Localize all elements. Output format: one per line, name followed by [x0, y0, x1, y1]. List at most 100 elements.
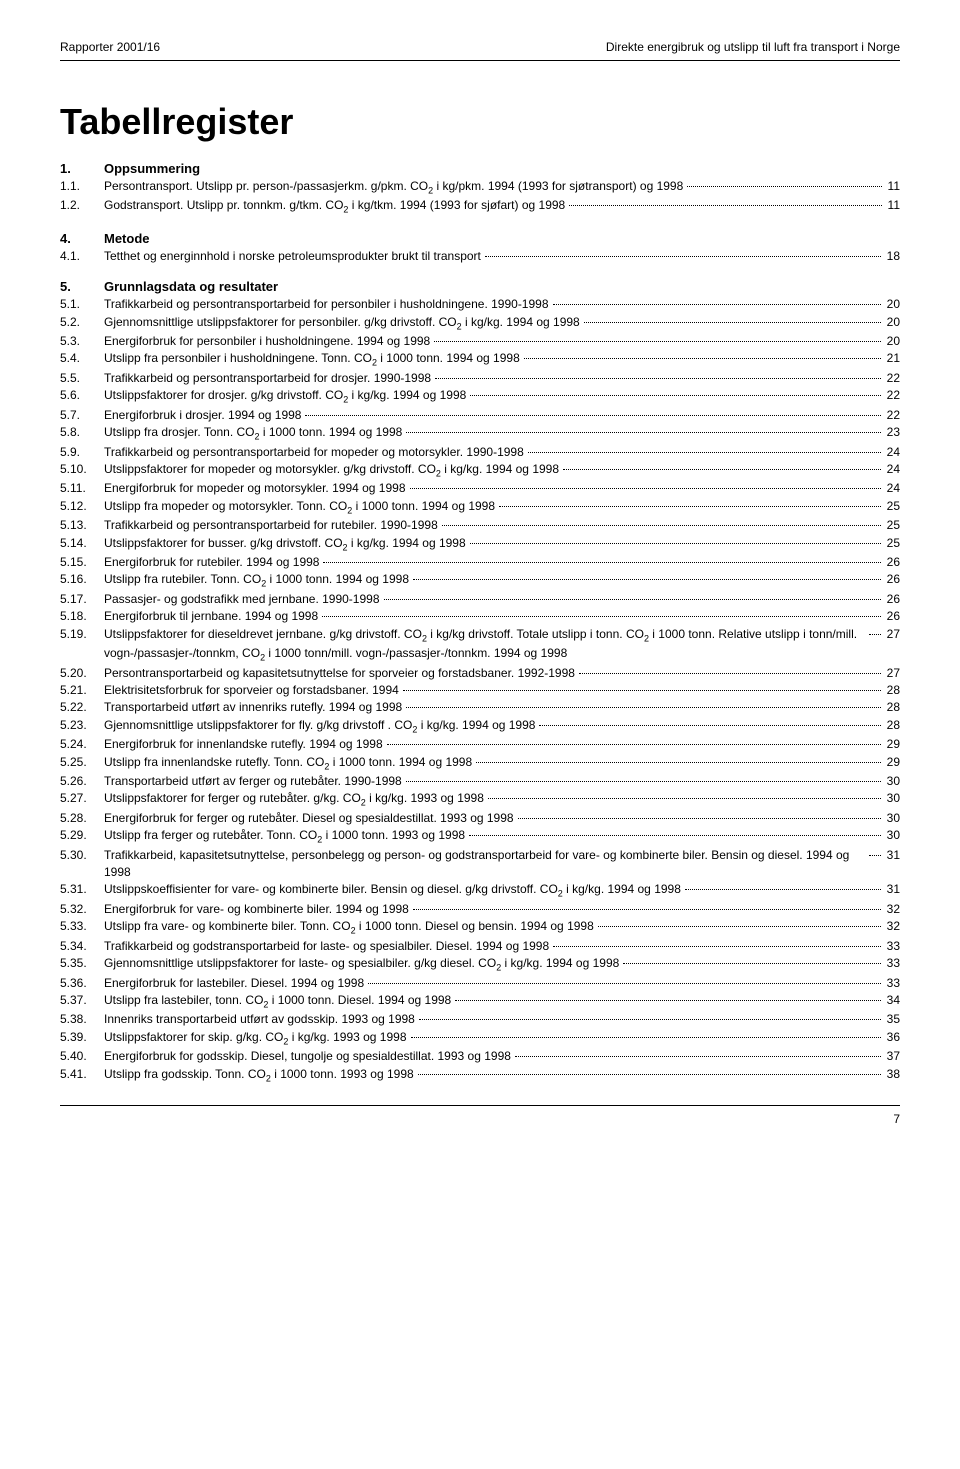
entry-page: 36	[885, 1029, 900, 1046]
entry-number: 5.6.	[60, 387, 104, 404]
leader-dots	[410, 488, 881, 489]
entry-page: 26	[885, 591, 900, 608]
entry-number: 5.19.	[60, 626, 104, 643]
leader-dots	[623, 963, 880, 964]
toc-entry: 1.1.Persontransport. Utslipp pr. person-…	[60, 178, 900, 197]
entry-body: Utslippsfaktorer for drosjer. g/kg drivs…	[104, 387, 900, 406]
entry-number: 4.1.	[60, 248, 104, 265]
entry-text: Utslipp fra lastebiler, tonn. CO2 i 1000…	[104, 992, 451, 1011]
entry-number: 5.39.	[60, 1029, 104, 1046]
entry-number: 5.15.	[60, 554, 104, 571]
entry-page: 26	[885, 571, 900, 588]
entry-text: Trafikkarbeid og persontransportarbeid f…	[104, 444, 524, 461]
entry-number: 5.16.	[60, 571, 104, 588]
leader-dots	[499, 506, 881, 507]
entry-text: Trafikkarbeid og persontransportarbeid f…	[104, 296, 549, 313]
leader-dots	[406, 432, 880, 433]
entry-text: Utslippsfaktorer for ferger og rutebåter…	[104, 790, 484, 809]
entry-page: 30	[885, 827, 900, 844]
toc-entry: 5.31.Utslippskoeffisienter for vare- og …	[60, 881, 900, 900]
toc-entry: 5.4.Utslipp fra personbiler i husholdnin…	[60, 350, 900, 369]
table-of-contents: 1.Oppsummering1.1.Persontransport. Utsli…	[60, 161, 900, 1085]
toc-entry: 1.2.Godstransport. Utslipp pr. tonnkm. g…	[60, 197, 900, 216]
entry-number: 5.23.	[60, 717, 104, 734]
entry-body: Energiforbruk for ferger og rutebåter. D…	[104, 810, 900, 827]
entry-number: 5.8.	[60, 424, 104, 441]
toc-entry: 5.2.Gjennomsnittlige utslippsfaktorer fo…	[60, 314, 900, 333]
leader-dots	[322, 616, 880, 617]
toc-entry: 5.19.Utslippsfaktorer for dieseldrevet j…	[60, 626, 900, 665]
leader-dots	[553, 946, 880, 947]
entry-page: 31	[885, 847, 900, 864]
entry-text: Transportarbeid utført av innenriks rute…	[104, 699, 402, 716]
entry-body: Utslippsfaktorer for skip. g/kg. CO2 i k…	[104, 1029, 900, 1048]
leader-dots	[413, 909, 881, 910]
entry-text: Trafikkarbeid, kapasitetsutnyttelse, per…	[104, 847, 865, 882]
toc-entry: 5.29.Utslipp fra ferger og rutebåter. To…	[60, 827, 900, 846]
entry-number: 5.12.	[60, 498, 104, 515]
entry-text: Gjennomsnittlige utslippsfaktorer for fl…	[104, 717, 535, 736]
entry-number: 5.1.	[60, 296, 104, 313]
entry-text: Energiforbruk i drosjer. 1994 og 1998	[104, 407, 301, 424]
entry-text: Transportarbeid utført av ferger og rute…	[104, 773, 402, 790]
entry-body: Utslipp fra drosjer. Tonn. CO2 i 1000 to…	[104, 424, 900, 443]
toc-entry: 5.24.Energiforbruk for innenlandske rute…	[60, 736, 900, 753]
leader-dots	[488, 798, 881, 799]
entry-text: Utslipp fra godsskip. Tonn. CO2 i 1000 t…	[104, 1066, 414, 1085]
entry-page: 33	[885, 975, 900, 992]
toc-entry: 5.9.Trafikkarbeid og persontransportarbe…	[60, 444, 900, 461]
leader-dots	[435, 378, 881, 379]
entry-number: 5.10.	[60, 461, 104, 478]
entry-page: 22	[885, 387, 900, 404]
entry-text: Utslipp fra vare- og kombinerte biler. T…	[104, 918, 594, 937]
leader-dots	[476, 762, 880, 763]
leader-dots	[518, 818, 881, 819]
section-title: Grunnlagsdata og resultater	[104, 279, 278, 294]
entry-body: Gjennomsnittlige utslippsfaktorer for la…	[104, 955, 900, 974]
toc-entry: 5.5.Trafikkarbeid og persontransportarbe…	[60, 370, 900, 387]
leader-dots	[411, 1037, 881, 1038]
toc-entry: 5.14.Utslippsfaktorer for busser. g/kg d…	[60, 535, 900, 554]
page-title: Tabellregister	[60, 101, 900, 143]
entry-page: 28	[885, 717, 900, 734]
leader-dots	[579, 673, 881, 674]
entry-text: Energiforbruk for lastebiler. Diesel. 19…	[104, 975, 364, 992]
toc-entry: 5.1.Trafikkarbeid og persontransportarbe…	[60, 296, 900, 313]
entry-page: 27	[885, 626, 900, 643]
toc-entry: 5.34.Trafikkarbeid og godstransportarbei…	[60, 938, 900, 955]
entry-page: 35	[885, 1011, 900, 1028]
entry-text: Energiforbruk for personbiler i husholdn…	[104, 333, 430, 350]
entry-text: Energiforbruk for rutebiler. 1994 og 199…	[104, 554, 319, 571]
toc-entry: 5.11.Energiforbruk for mopeder og motors…	[60, 480, 900, 497]
toc-entry: 5.25.Utslipp fra innenlandske rutefly. T…	[60, 754, 900, 773]
entry-body: Tetthet og energinnhold i norske petrole…	[104, 248, 900, 265]
leader-dots	[485, 256, 881, 257]
entry-page: 21	[885, 350, 900, 367]
entry-page: 28	[885, 682, 900, 699]
entry-number: 5.26.	[60, 773, 104, 790]
section-number: 1.	[60, 161, 104, 176]
toc-entry: 5.30.Trafikkarbeid, kapasitetsutnyttelse…	[60, 847, 900, 882]
toc-entry: 5.10.Utslippsfaktorer for mopeder og mot…	[60, 461, 900, 480]
toc-entry: 5.20.Persontransportarbeid og kapasitets…	[60, 665, 900, 682]
entry-body: Energiforbruk for godsskip. Diesel, tung…	[104, 1048, 900, 1065]
entry-number: 5.25.	[60, 754, 104, 771]
toc-entry: 5.18.Energiforbruk til jernbane. 1994 og…	[60, 608, 900, 625]
entry-number: 5.14.	[60, 535, 104, 552]
entry-page: 25	[885, 535, 900, 552]
toc-entry: 5.35.Gjennomsnittlige utslippsfaktorer f…	[60, 955, 900, 974]
section-number: 5.	[60, 279, 104, 294]
entry-body: Trafikkarbeid og persontransportarbeid f…	[104, 517, 900, 534]
entry-body: Energiforbruk til jernbane. 1994 og 1998…	[104, 608, 900, 625]
leader-dots	[413, 579, 881, 580]
entry-page: 23	[885, 424, 900, 441]
leader-dots	[368, 983, 880, 984]
entry-page: 34	[885, 992, 900, 1009]
entry-body: Energiforbruk for lastebiler. Diesel. 19…	[104, 975, 900, 992]
leader-dots	[563, 469, 881, 470]
entry-body: Utslippsfaktorer for mopeder og motorsyk…	[104, 461, 900, 480]
leader-dots	[539, 725, 880, 726]
entry-number: 5.5.	[60, 370, 104, 387]
leader-dots	[528, 452, 881, 453]
entry-body: Elektrisitetsforbruk for sporveier og fo…	[104, 682, 900, 699]
